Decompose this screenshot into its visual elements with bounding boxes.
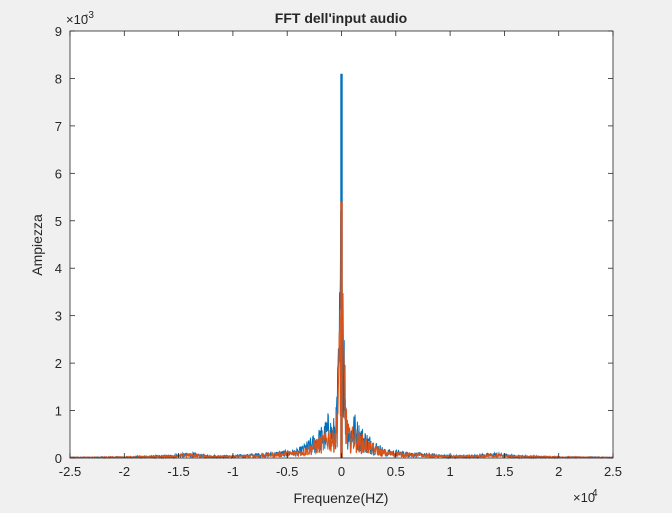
y-tick-label: 0 — [55, 451, 62, 466]
x-tick-label: 1.5 — [495, 464, 513, 479]
y-tick-label: 2 — [55, 356, 62, 371]
y-tick-label: 1 — [55, 404, 62, 419]
y-tick-layer: 0 1 2 3 4 5 6 7 8 9 — [55, 24, 613, 466]
series-layer — [69, 73, 614, 460]
y-tick-label: 8 — [55, 71, 62, 86]
y-tick-label: 7 — [55, 119, 62, 134]
x-tick-label: -2.5 — [59, 464, 81, 479]
x-tick-label: 0 — [338, 464, 345, 479]
x-tick-label: 2.5 — [604, 464, 622, 479]
x-tick-label: -0.5 — [276, 464, 298, 479]
x-exponent-prefix: ×10 — [573, 490, 595, 505]
x-tick-label: -1.5 — [167, 464, 189, 479]
x-tick-label: 0.5 — [387, 464, 405, 479]
y-axis-label: Ampiezza — [29, 214, 45, 276]
y-exponent-value: -3 — [85, 10, 94, 21]
x-tick-label: 1 — [446, 464, 453, 479]
y-tick-label: 9 — [55, 24, 62, 39]
y-tick-label: 4 — [55, 261, 62, 276]
y-tick-label: 5 — [55, 214, 62, 229]
x-exponent-value: 4 — [592, 488, 598, 499]
x-tick-label: 2 — [555, 464, 562, 479]
y-tick-label: 3 — [55, 309, 62, 324]
x-tick-label: -2 — [119, 464, 131, 479]
y-tick-label: 6 — [55, 166, 62, 181]
x-tick-layer: -2.5 -2 -1.5 -1 -0.5 0 0.5 1 1.5 2 2.5 — [59, 31, 622, 479]
x-tick-label: -1 — [227, 464, 239, 479]
x-axis-label: Frequenze(HZ) — [294, 490, 389, 506]
y-exponent-prefix: ×10 — [66, 12, 88, 27]
chart-title: FFT dell'input audio — [275, 10, 407, 26]
